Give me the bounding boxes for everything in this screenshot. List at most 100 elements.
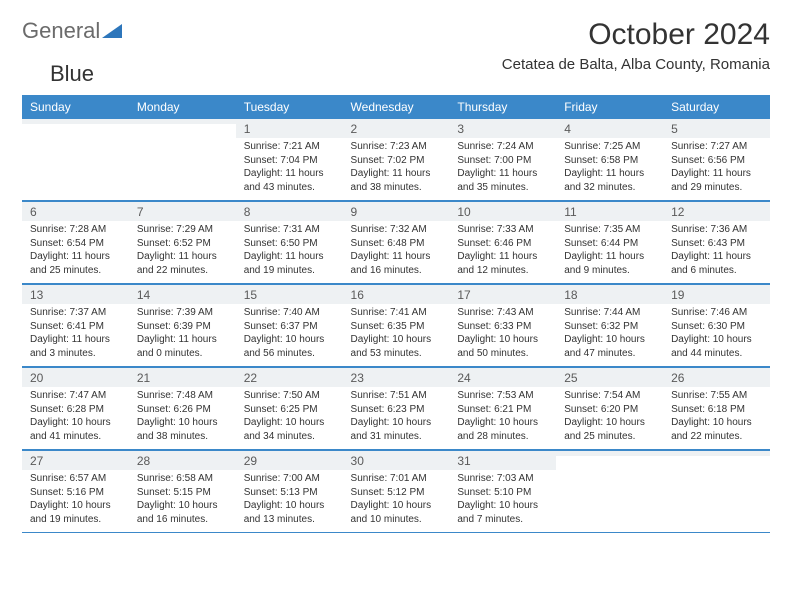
day-line-sr: Sunrise: 7:29 AM	[137, 223, 228, 237]
day-number: 10	[449, 201, 556, 221]
day-number: 15	[236, 284, 343, 304]
day-number: 21	[129, 367, 236, 387]
day-line-d2: and 41 minutes.	[30, 430, 121, 444]
day-number: 26	[663, 367, 770, 387]
day-line-ss: Sunset: 6:46 PM	[457, 237, 548, 251]
day-cell-num: 10Sunrise: 7:33 AMSunset: 6:46 PMDayligh…	[449, 201, 556, 284]
day-line-d2: and 31 minutes.	[351, 430, 442, 444]
day-detail	[556, 456, 663, 514]
day-line-d2: and 22 minutes.	[671, 430, 762, 444]
day-detail: Sunrise: 7:47 AMSunset: 6:28 PMDaylight:…	[22, 387, 129, 449]
day-line-ss: Sunset: 6:48 PM	[351, 237, 442, 251]
day-cell-num: 2Sunrise: 7:23 AMSunset: 7:02 PMDaylight…	[343, 119, 450, 201]
day-line-d2: and 35 minutes.	[457, 181, 548, 195]
day-number: 14	[129, 284, 236, 304]
day-line-ss: Sunset: 6:21 PM	[457, 403, 548, 417]
day-line-d1: Daylight: 10 hours	[457, 333, 548, 347]
day-line-d1: Daylight: 10 hours	[137, 416, 228, 430]
day-header-row: Sunday Monday Tuesday Wednesday Thursday…	[22, 95, 770, 119]
calendar-page: General October 2024 Cetatea de Balta, A…	[0, 0, 792, 551]
day-detail: Sunrise: 7:48 AMSunset: 6:26 PMDaylight:…	[129, 387, 236, 449]
day-detail: Sunrise: 7:46 AMSunset: 6:30 PMDaylight:…	[663, 304, 770, 366]
day-cell-num	[22, 119, 129, 201]
day-cell-num: 17Sunrise: 7:43 AMSunset: 6:33 PMDayligh…	[449, 284, 556, 367]
day-line-sr: Sunrise: 7:21 AM	[244, 140, 335, 154]
day-line-ss: Sunset: 5:16 PM	[30, 486, 121, 500]
day-cell-num: 28Sunrise: 6:58 AMSunset: 5:15 PMDayligh…	[129, 450, 236, 533]
day-line-d2: and 22 minutes.	[137, 264, 228, 278]
day-number: 29	[236, 450, 343, 470]
day-line-d2: and 16 minutes.	[137, 513, 228, 527]
day-line-d1: Daylight: 10 hours	[244, 416, 335, 430]
day-line-d1: Daylight: 10 hours	[244, 499, 335, 513]
day-detail: Sunrise: 7:32 AMSunset: 6:48 PMDaylight:…	[343, 221, 450, 283]
day-detail: Sunrise: 7:00 AMSunset: 5:13 PMDaylight:…	[236, 470, 343, 532]
calendar-table: Sunday Monday Tuesday Wednesday Thursday…	[22, 95, 770, 533]
day-number: 30	[343, 450, 450, 470]
day-line-d2: and 38 minutes.	[351, 181, 442, 195]
day-line-sr: Sunrise: 7:35 AM	[564, 223, 655, 237]
day-cell-num: 27Sunrise: 6:57 AMSunset: 5:16 PMDayligh…	[22, 450, 129, 533]
day-detail: Sunrise: 7:51 AMSunset: 6:23 PMDaylight:…	[343, 387, 450, 449]
day-line-ss: Sunset: 5:10 PM	[457, 486, 548, 500]
day-line-d1: Daylight: 10 hours	[137, 499, 228, 513]
day-line-d1: Daylight: 11 hours	[564, 167, 655, 181]
day-line-ss: Sunset: 5:13 PM	[244, 486, 335, 500]
day-line-d1: Daylight: 10 hours	[457, 416, 548, 430]
day-number: 16	[343, 284, 450, 304]
day-number: 5	[663, 119, 770, 138]
day-line-ss: Sunset: 7:04 PM	[244, 154, 335, 168]
day-line-d2: and 44 minutes.	[671, 347, 762, 361]
day-line-ss: Sunset: 7:02 PM	[351, 154, 442, 168]
day-number: 7	[129, 201, 236, 221]
day-line-ss: Sunset: 6:25 PM	[244, 403, 335, 417]
week-daynum-row: 1 Sunrise: 7:21 AMSunset: 7:04 PM Daylight…	[22, 119, 770, 201]
day-number: 1	[236, 119, 343, 138]
day-line-d1: Daylight: 10 hours	[351, 416, 442, 430]
week-daynum-row: 20Sunrise: 7:47 AMSunset: 6:28 PMDayligh…	[22, 367, 770, 450]
day-line-ss: Sunset: 6:18 PM	[671, 403, 762, 417]
day-line-d1: Daylight: 10 hours	[671, 333, 762, 347]
day-header: Friday	[556, 95, 663, 119]
day-line-d1: Daylight: 10 hours	[351, 333, 442, 347]
day-cell-num: 3Sunrise: 7:24 AMSunset: 7:00 PMDaylight…	[449, 119, 556, 201]
day-line-sr: Sunrise: 7:36 AM	[671, 223, 762, 237]
day-cell-num: 25Sunrise: 7:54 AMSunset: 6:20 PMDayligh…	[556, 367, 663, 450]
day-line-d1: Daylight: 11 hours	[351, 167, 442, 181]
day-cell-num	[556, 450, 663, 533]
day-line-sr: Sunrise: 7:46 AM	[671, 306, 762, 320]
day-number: 20	[22, 367, 129, 387]
logo-text-1: General	[22, 18, 100, 44]
day-line-ss: Sunset: 6:50 PM	[244, 237, 335, 251]
day-line-d1: Daylight: 10 hours	[351, 499, 442, 513]
day-line-sr: Sunrise: 7:50 AM	[244, 389, 335, 403]
day-cell-num: 11Sunrise: 7:35 AMSunset: 6:44 PMDayligh…	[556, 201, 663, 284]
day-line-sr: Sunrise: 7:41 AM	[351, 306, 442, 320]
day-line-d2: and 10 minutes.	[351, 513, 442, 527]
day-line-d1: Daylight: 11 hours	[351, 250, 442, 264]
month-title: October 2024	[502, 18, 770, 52]
day-line-d1: Daylight: 11 hours	[30, 250, 121, 264]
day-line-sr: Sunrise: 7:37 AM	[30, 306, 121, 320]
logo: General	[22, 18, 124, 44]
day-line-sr: Sunrise: 7:40 AM	[244, 306, 335, 320]
day-line-ss: Sunset: 6:30 PM	[671, 320, 762, 334]
day-line-d1: Daylight: 11 hours	[457, 250, 548, 264]
day-line-d2: and 29 minutes.	[671, 181, 762, 195]
day-line-ss: Sunset: 6:44 PM	[564, 237, 655, 251]
day-line-sr: Sunrise: 7:23 AM	[351, 140, 442, 154]
day-line-ss: Sunset: 6:39 PM	[137, 320, 228, 334]
day-line-d1: Daylight: 10 hours	[564, 416, 655, 430]
day-cell-num: 4Sunrise: 7:25 AMSunset: 6:58 PMDaylight…	[556, 119, 663, 201]
day-header: Monday	[129, 95, 236, 119]
logo-text-2-wrap: Blue	[50, 61, 792, 87]
day-line-sr: Sunrise: 7:55 AM	[671, 389, 762, 403]
day-line-d1: Daylight: 11 hours	[564, 250, 655, 264]
day-line-d2: and 16 minutes.	[351, 264, 442, 278]
day-line-sr: Sunrise: 7:53 AM	[457, 389, 548, 403]
day-header: Tuesday	[236, 95, 343, 119]
day-line-ss: Sunset: 6:28 PM	[30, 403, 121, 417]
day-line-d1: Daylight: 10 hours	[30, 416, 121, 430]
day-cell-num: 21Sunrise: 7:48 AMSunset: 6:26 PMDayligh…	[129, 367, 236, 450]
day-line-ss: Sunset: 6:35 PM	[351, 320, 442, 334]
